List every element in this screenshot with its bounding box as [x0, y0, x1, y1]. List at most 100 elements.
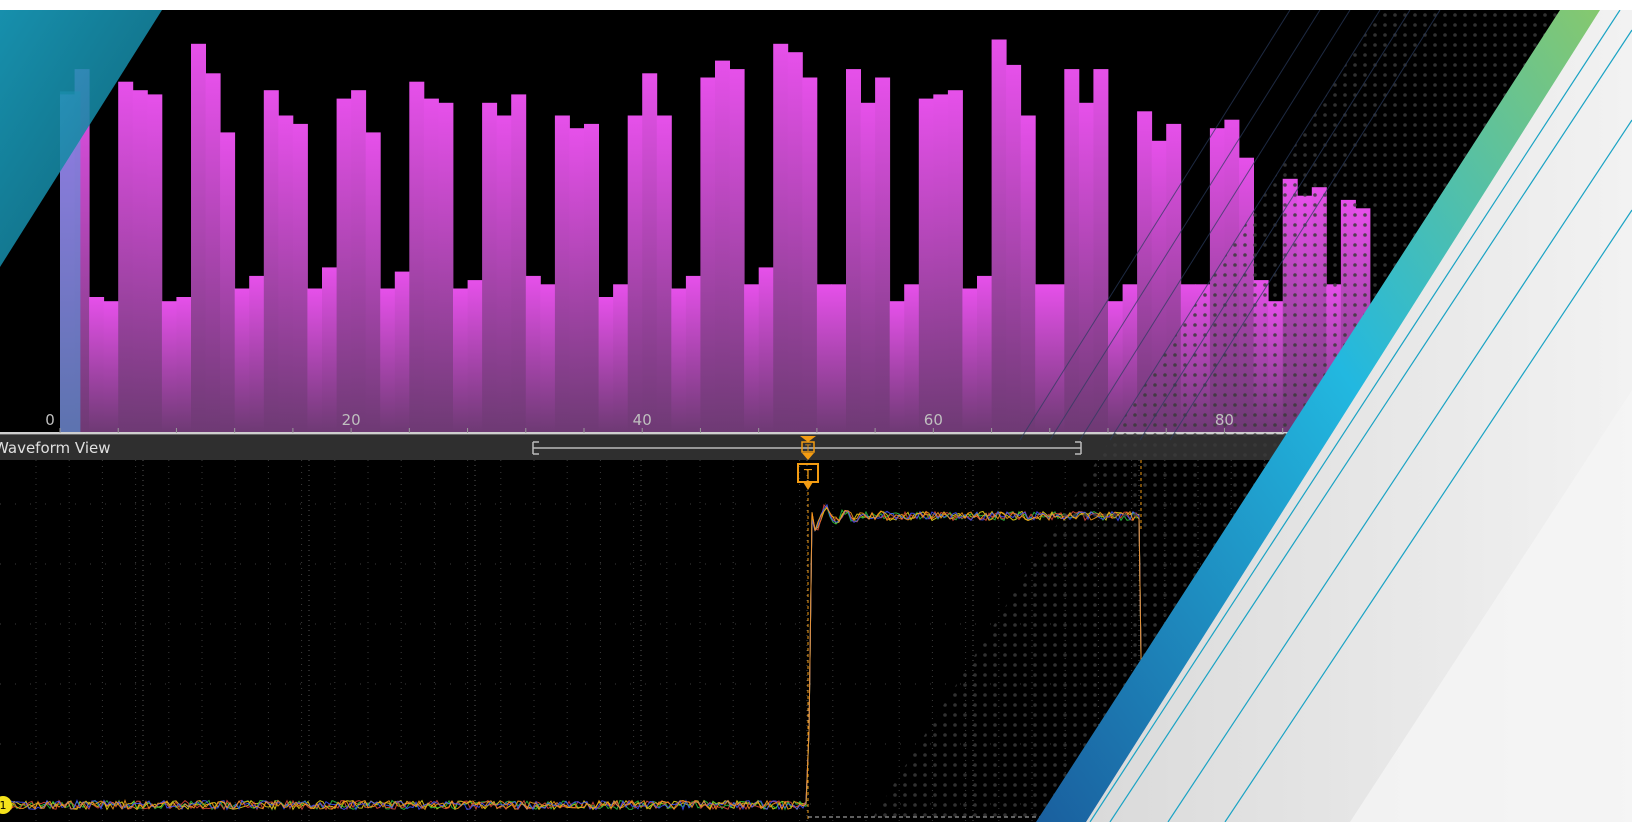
- histogram-bar: [1137, 111, 1153, 433]
- channel-1-badge[interactable]: 1: [0, 796, 12, 814]
- histogram-bar: [1108, 301, 1123, 432]
- histogram-bar: [1151, 140, 1167, 433]
- waveform-trace: [7, 507, 1142, 811]
- histogram-bar: [918, 98, 934, 432]
- x-tick-label: 0: [45, 411, 55, 429]
- histogram-bar: [1006, 64, 1022, 433]
- histogram-bar: [365, 132, 381, 432]
- histogram-bar: [715, 60, 730, 432]
- histogram-bar: [1311, 187, 1327, 432]
- histogram-bar: [1355, 208, 1371, 432]
- histogram-bar: [351, 90, 367, 432]
- histogram-bar: [875, 77, 891, 432]
- histogram-bar: [816, 284, 832, 432]
- channel-1-label: 1: [0, 799, 7, 812]
- histogram-bar: [1224, 119, 1240, 432]
- histogram-bar: [1297, 195, 1313, 432]
- x-tick-label: 40: [633, 411, 652, 429]
- histogram-bar: [467, 280, 483, 432]
- histogram-bar: [1166, 123, 1182, 433]
- histogram-bar: [89, 297, 105, 432]
- histogram-bar: [103, 301, 119, 432]
- histogram-bar: [1326, 284, 1342, 432]
- histogram-chart: 0 20 40 60 80: [0, 39, 1632, 434]
- histogram-bar: [205, 73, 221, 433]
- histogram-bar: [336, 98, 352, 432]
- histogram-bar: [161, 301, 177, 432]
- histogram-bar: [1035, 284, 1051, 432]
- histogram-bar: [613, 284, 629, 432]
- histogram-bar: [787, 52, 803, 432]
- waveform-plot: T 1: [0, 460, 1632, 822]
- waveform-trace: [7, 503, 1142, 811]
- histogram-bar: [132, 90, 148, 432]
- histogram-bar: [889, 301, 905, 432]
- histogram-bar: [729, 69, 745, 432]
- histogram-bar: [394, 271, 410, 432]
- histogram-bar: [482, 102, 498, 433]
- waveform-view-header[interactable]: Waveform View T: [0, 434, 1632, 461]
- histogram-bar: [1020, 115, 1036, 432]
- histogram-bar: [409, 81, 425, 432]
- histogram-bar: [423, 98, 439, 432]
- histogram-bar: [540, 284, 556, 432]
- histogram-bar: [904, 284, 920, 432]
- trigger-marker-label: T: [803, 468, 812, 483]
- histogram-bar: [598, 297, 614, 432]
- histogram-bar: [1049, 284, 1065, 432]
- histogram-bar: [831, 284, 847, 432]
- histogram-bar: [292, 123, 308, 433]
- histogram-bar: [118, 81, 134, 432]
- histogram-bar: [758, 267, 774, 432]
- histogram-bar: [860, 102, 876, 433]
- histogram-bar: [773, 43, 789, 433]
- histogram-bar: [977, 275, 992, 432]
- x-tick-label: 60: [924, 411, 943, 429]
- x-tick-label: 20: [342, 411, 361, 429]
- trigger-marker[interactable]: T: [797, 463, 819, 490]
- histogram-bar: [1209, 128, 1225, 432]
- record-trigger-label: T: [804, 444, 811, 454]
- histogram-bar: [191, 43, 206, 433]
- histogram-bar: [438, 102, 454, 433]
- histogram-bar: [671, 288, 687, 432]
- x-tick-label: 80: [1215, 411, 1234, 429]
- histogram-bar: [263, 90, 279, 432]
- histogram-bar: [1078, 102, 1094, 433]
- histogram-bar: [1340, 199, 1356, 432]
- histogram-bar: [307, 288, 323, 432]
- histogram-bar: [656, 115, 672, 432]
- histogram-bar: [1180, 284, 1196, 432]
- histogram-bar: [1122, 284, 1138, 432]
- histogram-bar: [1253, 280, 1269, 432]
- waveform-trace: [7, 503, 1142, 811]
- histogram-bar: [511, 94, 527, 433]
- oscilloscope-screen: 0 20 40 60 80 Waveform View T: [0, 10, 1632, 822]
- histogram-bar: [147, 94, 163, 433]
- highlighted-bar: [60, 91, 81, 433]
- histogram-bar: [1093, 69, 1109, 432]
- record-trigger-marker[interactable]: T: [796, 435, 820, 461]
- histogram-panel: 0 20 40 60 80: [0, 10, 1632, 434]
- histogram-bar: [554, 115, 570, 432]
- histogram-bar: [642, 73, 658, 433]
- histogram-bar: [380, 288, 396, 432]
- histogram-bar: [525, 275, 541, 432]
- histogram-bar: [1282, 178, 1298, 432]
- histogram-bar: [249, 275, 265, 432]
- histogram-bar: [569, 128, 585, 432]
- waveform-trace: [7, 505, 1142, 811]
- histogram-bar: [176, 297, 192, 432]
- waveform-graticule[interactable]: T 1: [0, 460, 1632, 822]
- waveform-trace: [7, 506, 1142, 811]
- histogram-bar: [584, 123, 599, 433]
- histogram-bar: [846, 69, 861, 432]
- histogram-bar: [1064, 69, 1080, 432]
- histogram-bar: [991, 39, 1007, 432]
- histogram-bar: [685, 275, 701, 432]
- waveform-view-title: Waveform View: [0, 439, 111, 457]
- histogram-bar: [933, 94, 949, 433]
- histogram-bar: [802, 77, 818, 432]
- histogram-bar: [1268, 301, 1284, 432]
- histogram-bar: [962, 288, 978, 432]
